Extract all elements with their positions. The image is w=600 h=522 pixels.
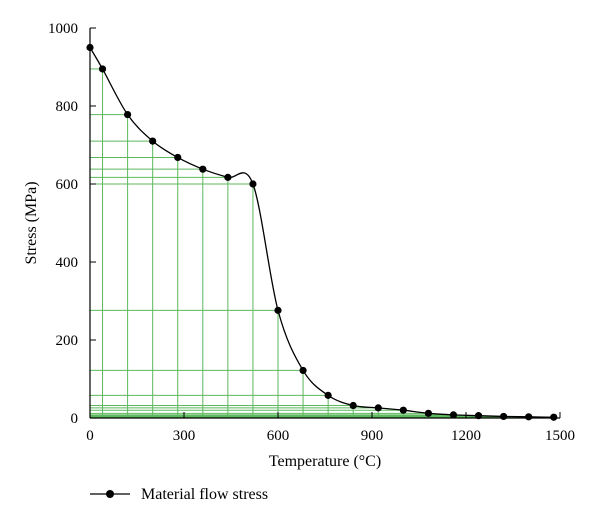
series-line-material-flow-stress [89,47,554,418]
data-point [199,165,207,173]
data-point [224,173,232,181]
y-tick-label: 400 [56,255,79,271]
data-point [299,366,307,375]
y-tick-label: 800 [56,99,79,115]
series-group [86,43,558,421]
axes [89,28,560,419]
y-tick-label: 0 [71,411,79,427]
data-point [374,404,382,412]
data-point [86,43,94,52]
legend-label: Material flow stress [141,486,268,503]
x-tick-label: 900 [361,428,384,444]
x-tick-label: 600 [267,428,290,444]
data-point [98,65,107,73]
data-point [349,401,357,410]
data-point [274,306,282,314]
legend-marker [106,490,114,498]
x-axis-title: Temperature (°C) [269,453,381,470]
data-point [525,413,533,421]
x-tick-label: 300 [173,428,196,444]
y-tick-label: 1000 [48,21,78,37]
data-point [424,409,432,417]
x-tick-label: 1500 [545,428,575,444]
ticks: 0 300 600 900 1200 1500 0 200 400 600 800 1000 [48,21,575,444]
y-tick-label: 600 [56,177,79,193]
data-point [149,137,157,145]
data-point [249,180,257,188]
legend: Material flow stress [90,486,268,503]
y-tick-label: 200 [56,333,79,349]
x-tick-label: 0 [86,428,94,444]
data-point [124,110,132,119]
data-point [399,406,407,414]
data-point [174,153,182,162]
data-point [449,411,458,419]
guide-lines [89,47,555,418]
data-point [500,412,508,421]
data-point [474,412,483,420]
y-axis-title: Stress (MPa) [23,181,40,264]
data-point [324,391,332,399]
x-tick-label: 1200 [451,428,481,444]
data-point [550,413,558,421]
